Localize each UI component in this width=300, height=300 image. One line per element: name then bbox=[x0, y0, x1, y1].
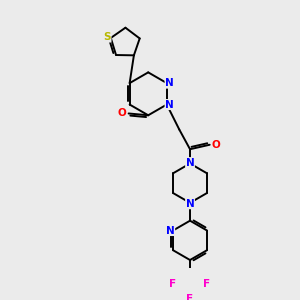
Text: F: F bbox=[169, 279, 177, 289]
Text: N: N bbox=[186, 199, 194, 209]
Text: N: N bbox=[165, 100, 174, 110]
Text: N: N bbox=[166, 226, 175, 236]
Text: O: O bbox=[118, 109, 127, 118]
Text: F: F bbox=[187, 294, 194, 300]
Text: F: F bbox=[203, 279, 211, 289]
Text: O: O bbox=[212, 140, 220, 150]
Text: S: S bbox=[103, 32, 111, 42]
Text: N: N bbox=[165, 78, 174, 88]
Text: N: N bbox=[186, 158, 194, 168]
